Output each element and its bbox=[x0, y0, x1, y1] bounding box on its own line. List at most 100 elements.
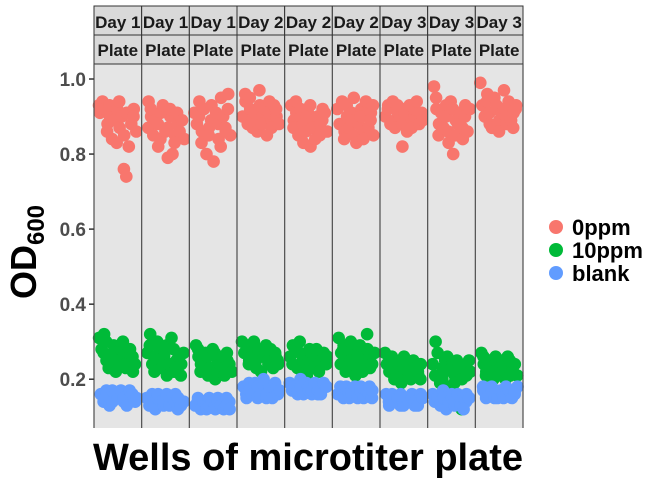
data-point-0ppm bbox=[269, 102, 283, 116]
facet-label-day: Day 3 bbox=[429, 13, 474, 32]
data-point-10ppm bbox=[225, 365, 239, 379]
facet-strip-bottom bbox=[141, 34, 190, 65]
data-point-0ppm bbox=[112, 95, 126, 108]
y-tick-label: 0.2 bbox=[60, 370, 86, 391]
data-point-blank bbox=[273, 384, 287, 397]
legend-key-blank bbox=[549, 266, 563, 280]
facet-label-day: Day 1 bbox=[143, 13, 188, 32]
data-point-0ppm bbox=[253, 84, 266, 97]
data-point-blank bbox=[416, 391, 430, 405]
facet-strip-bottom bbox=[379, 34, 429, 65]
data-point-0ppm bbox=[446, 147, 460, 161]
legend-label-10ppm: 10ppm bbox=[572, 238, 643, 263]
data-point-10ppm bbox=[414, 372, 427, 386]
facet-label-day: Day 2 bbox=[238, 13, 283, 32]
data-point-0ppm bbox=[347, 91, 361, 105]
data-point-10ppm bbox=[508, 357, 522, 371]
facet-label-plate: Plate bbox=[384, 41, 425, 60]
facet-panel: Day 3 Plate bbox=[426, 5, 477, 428]
legend-label-blank: blank bbox=[572, 261, 630, 286]
data-point-0ppm bbox=[366, 99, 380, 112]
data-point-0ppm bbox=[337, 132, 351, 146]
data-point-0ppm bbox=[303, 99, 317, 112]
data-point-0ppm bbox=[224, 129, 237, 142]
data-point-0ppm bbox=[221, 102, 235, 116]
data-point-0ppm bbox=[214, 140, 227, 153]
data-point-0ppm bbox=[318, 106, 332, 120]
data-point-blank bbox=[366, 384, 379, 397]
facet-label-plate: Plate bbox=[241, 41, 282, 60]
facet-label-day: Day 2 bbox=[286, 13, 331, 32]
facet-strip-bottom bbox=[284, 34, 333, 65]
facet-panel: Day 2 Plate bbox=[283, 5, 334, 428]
data-point-blank bbox=[177, 395, 191, 409]
data-point-0ppm bbox=[272, 117, 286, 131]
y-tick-label: 0.4 bbox=[60, 295, 87, 316]
facet-strip-top bbox=[141, 5, 190, 36]
data-point-0ppm bbox=[461, 125, 474, 138]
data-point-0ppm bbox=[130, 125, 143, 138]
data-point-10ppm bbox=[220, 346, 234, 360]
legend-key-10ppm bbox=[549, 243, 563, 257]
data-point-0ppm bbox=[364, 114, 377, 127]
facet-strip-top bbox=[427, 5, 476, 36]
facet-strip-bottom bbox=[236, 34, 286, 65]
data-point-0ppm bbox=[166, 147, 179, 161]
data-point-10ppm bbox=[462, 354, 476, 367]
facet-label-day: Day 2 bbox=[333, 13, 378, 32]
data-point-10ppm bbox=[429, 335, 442, 349]
data-point-0ppm bbox=[168, 136, 181, 150]
data-point-10ppm bbox=[271, 354, 285, 367]
data-point-0ppm bbox=[321, 125, 334, 138]
data-point-0ppm bbox=[367, 129, 380, 142]
data-point-0ppm bbox=[207, 155, 220, 168]
data-point-0ppm bbox=[410, 95, 424, 108]
data-point-0ppm bbox=[396, 140, 409, 153]
data-point-10ppm bbox=[177, 346, 190, 360]
facet-label-plate: Plate bbox=[431, 41, 472, 60]
x-axis-title: Wells of microtiter plate bbox=[93, 437, 523, 479]
facet-panel: Day 1 Plate bbox=[140, 5, 191, 428]
y-tick-label: 1.0 bbox=[60, 70, 86, 91]
y-tick-label: 0.6 bbox=[60, 220, 86, 241]
data-point-0ppm bbox=[463, 102, 477, 116]
data-point-10ppm bbox=[464, 365, 477, 379]
facet-strip-bottom bbox=[474, 34, 524, 65]
facet-strip-top bbox=[188, 5, 238, 36]
data-point-10ppm bbox=[165, 331, 178, 345]
data-point-0ppm bbox=[243, 91, 257, 105]
data-point-blank bbox=[320, 380, 333, 394]
facet-panel: Day 3 Plate bbox=[474, 5, 524, 428]
data-point-10ppm bbox=[360, 327, 374, 341]
data-point-10ppm bbox=[511, 369, 524, 382]
facet-strip-top bbox=[331, 5, 381, 36]
data-point-0ppm bbox=[427, 80, 441, 93]
facet-strip-bottom bbox=[93, 34, 143, 65]
data-point-0ppm bbox=[122, 140, 136, 153]
y-axis: 0.2 0.4 0.6 0.8 1.0 bbox=[60, 70, 94, 391]
data-point-blank bbox=[508, 384, 522, 397]
data-point-blank bbox=[223, 402, 236, 416]
data-point-10ppm bbox=[368, 346, 381, 360]
y-axis-title-main: OD bbox=[3, 245, 44, 299]
data-point-10ppm bbox=[128, 357, 142, 371]
data-point-10ppm bbox=[109, 365, 123, 379]
facet-strip-top bbox=[93, 5, 143, 36]
y-axis-title-subscript: 600 bbox=[23, 205, 50, 245]
data-point-0ppm bbox=[255, 117, 269, 131]
data-point-0ppm bbox=[357, 132, 370, 146]
facet-label-plate: Plate bbox=[193, 41, 234, 60]
data-point-0ppm bbox=[506, 121, 520, 135]
data-point-0ppm bbox=[509, 102, 522, 116]
y-tick-label: 0.8 bbox=[60, 145, 86, 166]
data-point-0ppm bbox=[221, 87, 235, 101]
data-point-0ppm bbox=[120, 170, 133, 183]
data-point-blank bbox=[457, 402, 470, 416]
data-point-0ppm bbox=[354, 110, 368, 123]
data-point-10ppm bbox=[174, 357, 188, 371]
facet-panel: Day 2 Plate bbox=[235, 5, 287, 428]
data-point-0ppm bbox=[175, 114, 189, 127]
